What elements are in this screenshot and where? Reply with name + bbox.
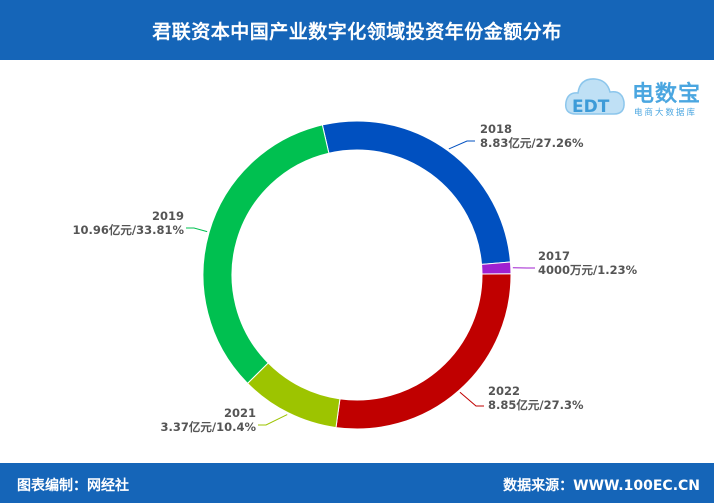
slice-label-value: 3.37亿元/10.4% <box>161 420 257 434</box>
cloud-logo-icon: EDT <box>564 78 625 117</box>
logo-name: 电数宝 <box>632 82 702 107</box>
leader-line-2021 <box>258 414 288 426</box>
slice-label-value: 4000万元/1.23% <box>538 263 638 277</box>
brand-logo: EDT 电数宝 电商大数据库 <box>562 68 712 130</box>
slice-label-value: 8.85亿元/27.3% <box>488 398 584 412</box>
logo-mark: EDT <box>572 97 610 117</box>
footer-credit: 图表编制：网经社 <box>17 478 129 494</box>
slice-label-year: 2022 <box>488 384 520 398</box>
leader-line-2022 <box>459 391 484 407</box>
footer-source: 数据来源：WWW.100EC.CN <box>503 478 700 494</box>
leader-line-2018 <box>448 140 475 150</box>
slice-label-year: 2021 <box>224 406 256 420</box>
slice-label-year: 2019 <box>152 209 184 223</box>
slice-2022 <box>335 273 512 430</box>
leader-line-2019 <box>186 227 208 233</box>
slice-label-year: 2018 <box>480 122 512 136</box>
chart-header: 君联资本中国产业数字化领域投资年份金额分布 <box>0 0 714 60</box>
slice-2017 <box>481 261 512 275</box>
slice-label-year: 2017 <box>538 249 570 263</box>
donut-slices <box>202 120 512 430</box>
chart-footer: 图表编制：网经社 数据来源：WWW.100EC.CN <box>0 463 714 503</box>
slice-2021 <box>246 362 341 429</box>
chart-title: 君联资本中国产业数字化领域投资年份金额分布 <box>152 20 562 43</box>
logo-subtitle: 电商大数据库 <box>634 108 698 118</box>
slice-label-value: 8.83亿元/27.26% <box>480 136 584 150</box>
slice-2019 <box>202 124 330 385</box>
slice-label-value: 10.96亿元/33.81% <box>73 223 185 237</box>
